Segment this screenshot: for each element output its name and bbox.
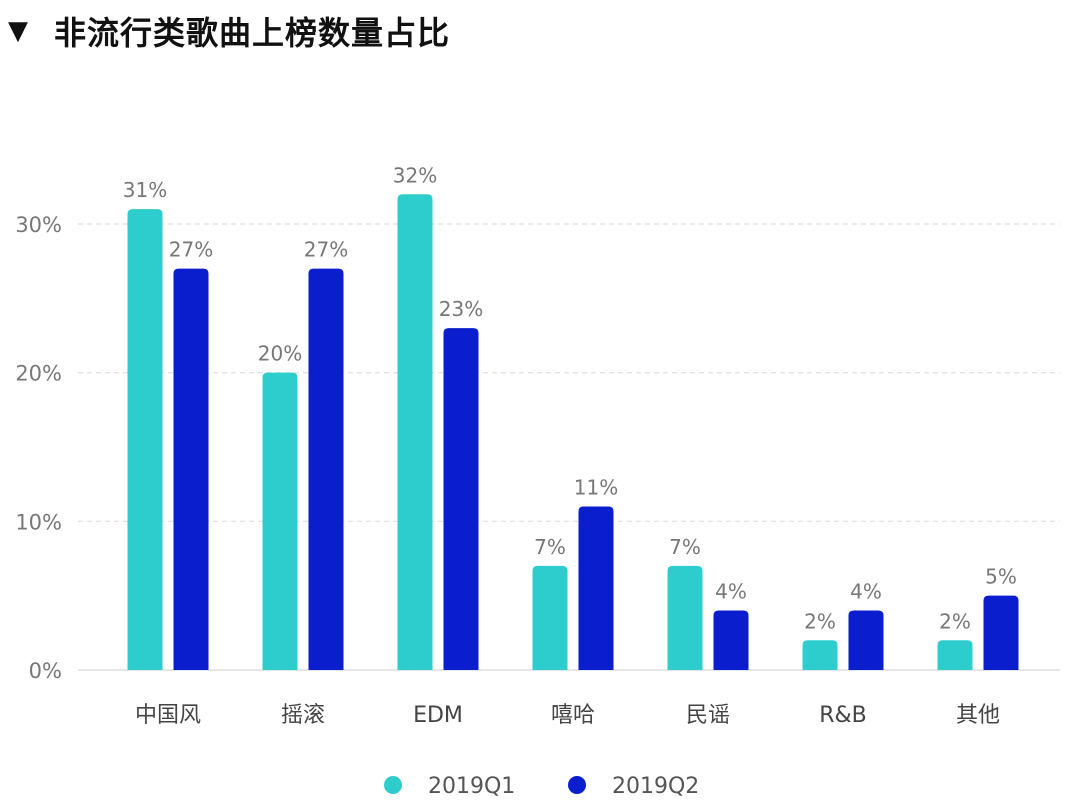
bar-2019Q2 — [848, 610, 884, 670]
data-label: 31% — [123, 178, 167, 202]
x-tick-label: 嘻哈 — [551, 703, 595, 728]
bar-2019Q1 — [262, 372, 298, 670]
data-label: 20% — [258, 342, 302, 366]
x-tick-label: 摇滚 — [281, 703, 325, 728]
data-label: 7% — [669, 535, 701, 559]
bar-2019Q1 — [397, 194, 433, 670]
bar-2019Q1 — [667, 565, 703, 670]
bar-2019Q1 — [937, 640, 973, 670]
bar-2019Q2 — [713, 610, 749, 670]
legend-label: 2019Q2 — [612, 774, 699, 799]
bar-2019Q1 — [802, 640, 838, 670]
data-label: 11% — [574, 475, 618, 499]
x-tick-label: EDM — [413, 703, 463, 728]
data-label: 27% — [304, 238, 348, 262]
chart-title-bar: ▼ 非流行类歌曲上榜数量占比 — [8, 8, 450, 54]
x-tick-label: R&B — [819, 703, 867, 728]
data-label: 4% — [715, 580, 747, 604]
data-label: 23% — [439, 297, 483, 321]
bar-2019Q1 — [127, 209, 163, 670]
legend-marker — [384, 776, 402, 794]
x-tick-label: 其他 — [956, 703, 1000, 728]
legend-marker — [568, 776, 586, 794]
chart-title: 非流行类歌曲上榜数量占比 — [54, 14, 451, 52]
y-tick-label: 10% — [15, 510, 62, 534]
triangle-down-icon: ▼ — [8, 16, 28, 46]
y-tick-label: 30% — [15, 213, 62, 237]
bar-2019Q2 — [173, 268, 209, 670]
x-tick-label: 中国风 — [135, 703, 201, 728]
bar-2019Q2 — [443, 328, 479, 670]
bar-2019Q1 — [532, 565, 568, 670]
data-label: 2% — [804, 609, 836, 633]
y-tick-label: 0% — [29, 659, 62, 683]
data-label: 2% — [939, 609, 971, 633]
bar-2019Q2 — [578, 506, 614, 670]
data-label: 5% — [985, 565, 1017, 589]
bar-2019Q2 — [983, 595, 1019, 670]
bar-2019Q2 — [308, 268, 344, 670]
data-label: 32% — [393, 163, 437, 187]
data-label: 7% — [534, 535, 566, 559]
data-label: 27% — [169, 238, 213, 262]
legend-label: 2019Q1 — [428, 774, 515, 799]
data-label: 4% — [850, 580, 882, 604]
x-tick-label: 民谣 — [686, 703, 730, 728]
y-tick-label: 20% — [15, 362, 62, 386]
